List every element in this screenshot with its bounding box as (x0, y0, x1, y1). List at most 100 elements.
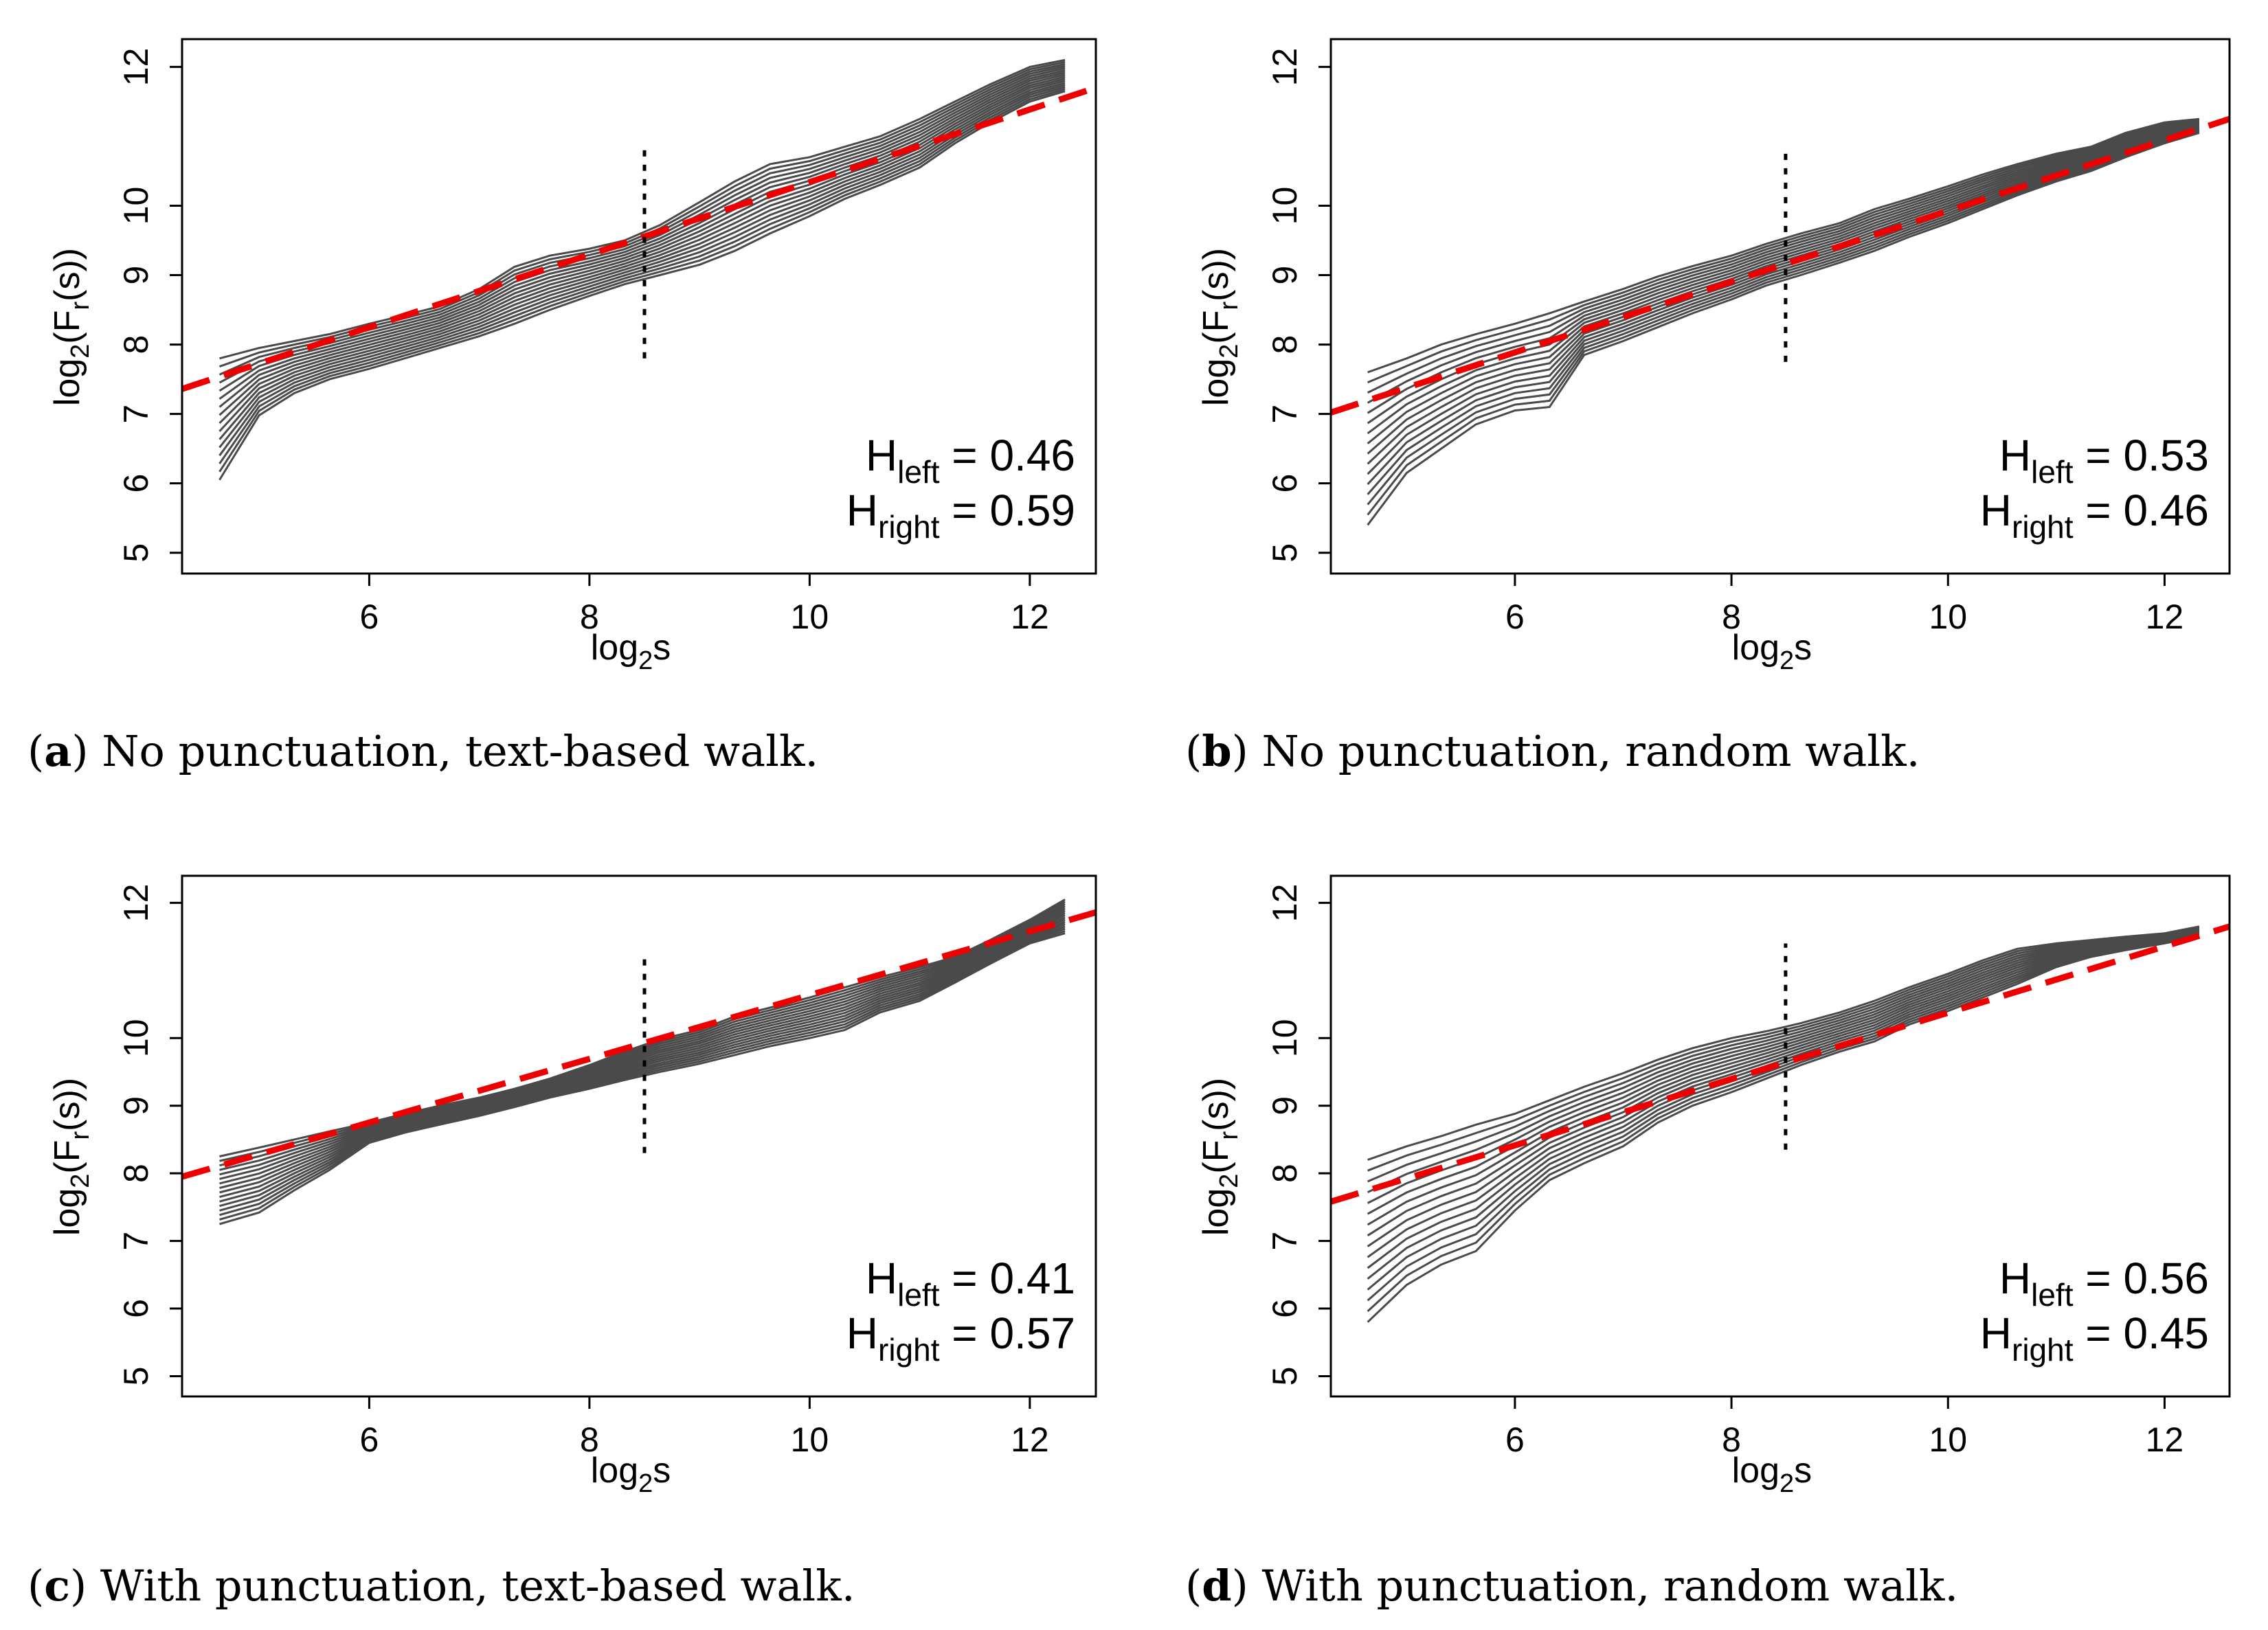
series-curve (218, 86, 1066, 464)
y-axis-label-sub: 2 (66, 1174, 95, 1188)
series-curve (1367, 126, 2200, 465)
y-axis-label-main: log (47, 359, 87, 406)
h-right-symbol: H (1980, 486, 2012, 535)
fit-line (182, 84, 1096, 392)
series-curve (219, 898, 1066, 1157)
x-tick-label: 12 (2146, 598, 2184, 636)
series-curve (1367, 119, 2200, 384)
h-left-symbol: H (866, 431, 897, 480)
fit-line (182, 909, 1096, 1180)
y-axis-label-end: (s)) (1196, 1078, 1236, 1131)
series-curve (1367, 935, 2200, 1313)
series-curve (219, 925, 1066, 1212)
series-curve (219, 927, 1066, 1216)
series-curve (1367, 931, 2200, 1247)
y-axis-label-main: log (1196, 359, 1236, 406)
x-tick-label: 10 (1929, 598, 1967, 636)
series-curve (219, 58, 1066, 360)
panel-caption: (d) With punctuation, random walk. (1185, 1561, 1958, 1611)
series-curve (1367, 124, 2200, 444)
h-right-annotation: Hright = 0.57 (846, 1309, 1075, 1368)
caption-paren-open: ( (27, 726, 44, 776)
caption-paren-open: ( (27, 1561, 44, 1611)
y-axis-label-sub2: r (66, 301, 95, 310)
series-curve (219, 932, 1066, 1225)
series-curve (218, 78, 1066, 432)
plot-frame (1329, 38, 2231, 575)
y-tick-label: 12 (1266, 884, 1304, 922)
h-right-sub: right (2012, 1332, 2074, 1368)
plot-frame (181, 38, 1097, 575)
series-curve (219, 60, 1066, 368)
h-right-annotation: Hright = 0.46 (1980, 486, 2209, 545)
curve-family (1367, 925, 2200, 1323)
series-curve (1367, 933, 2200, 1291)
series-curve (218, 65, 1066, 384)
series-curve (1367, 934, 2200, 1302)
h-right-value: = 0.46 (2074, 486, 2210, 535)
y-tick-label: 12 (117, 48, 155, 87)
series-curve (1367, 117, 2200, 374)
caption-paren-open: ( (1185, 1561, 1202, 1611)
h-right-annotation: Hright = 0.59 (846, 486, 1075, 545)
x-tick-label: 12 (2146, 1420, 2184, 1459)
y-tick-label: 8 (117, 335, 155, 354)
x-tick-label: 6 (1505, 1420, 1525, 1459)
y-axis-label-end: (s)) (47, 248, 87, 302)
x-tick-label: 6 (360, 598, 379, 636)
series-curve (219, 903, 1066, 1167)
y-axis-label-sub: 2 (1215, 1174, 1244, 1188)
caption-paren-close: ) (1232, 726, 1262, 776)
series-curve (1367, 925, 2200, 1161)
series-curve (1367, 927, 2200, 1183)
plot-frame (181, 874, 1097, 1398)
h-left-annotation: Hleft = 0.46 (866, 431, 1075, 490)
h-left-value: = 0.53 (2074, 431, 2210, 480)
caption-label: a (44, 726, 71, 776)
series-curve (1367, 127, 2200, 475)
x-axis-label-sub: 2 (1779, 1469, 1794, 1498)
h-left-annotation: Hleft = 0.56 (1999, 1254, 2209, 1313)
series-curve (219, 914, 1066, 1189)
series-curve (219, 901, 1066, 1162)
x-axis-label-sub: 2 (1779, 646, 1794, 675)
x-tick-label: 10 (1929, 1420, 1967, 1459)
panel-caption: (a) No punctuation, text-based walk. (27, 726, 818, 776)
h-left-value: = 0.41 (940, 1254, 1076, 1303)
caption-text: No punctuation, text-based walk. (102, 726, 818, 776)
x-tick-label: 8 (1722, 598, 1741, 636)
series-curve (219, 905, 1066, 1171)
y-tick-label: 5 (1266, 1367, 1304, 1386)
y-tick-label: 9 (117, 1096, 155, 1116)
series-curve (1367, 928, 2200, 1204)
x-axis-label-sub: 2 (638, 1469, 653, 1498)
h-right-value: = 0.45 (2074, 1309, 2210, 1358)
fit-line (1331, 923, 2230, 1205)
series-curve (218, 84, 1066, 457)
y-axis-label-end: (s)) (47, 1078, 87, 1131)
h-left-symbol: H (1999, 1254, 2031, 1303)
x-axis-label: log2s (591, 1451, 671, 1498)
y-axis-label-sub2: r (66, 1131, 95, 1140)
y-tick-label: 6 (1266, 1299, 1304, 1318)
x-tick-label: 8 (580, 598, 599, 636)
y-axis-label-mid: (F (1196, 310, 1236, 343)
y-tick-label: 6 (117, 474, 155, 493)
y-tick-label: 10 (1266, 1019, 1304, 1057)
h-right-sub: right (878, 509, 940, 545)
caption-paren-close: ) (71, 726, 102, 776)
y-axis-label-mid: (F (47, 310, 87, 343)
h-left-symbol: H (1999, 431, 2031, 480)
y-axis-label-sub: 2 (1215, 344, 1244, 359)
caption-label: b (1202, 726, 1231, 776)
y-tick-label: 7 (1266, 1232, 1304, 1251)
h-left-value: = 0.56 (2074, 1254, 2210, 1303)
y-axis-label-end: (s)) (1196, 248, 1236, 302)
caption-text: With punctuation, text-based walk. (100, 1561, 855, 1611)
h-right-symbol: H (846, 486, 878, 535)
y-tick-label: 9 (117, 266, 155, 285)
curve-family (1367, 117, 2200, 526)
y-tick-label: 8 (117, 1164, 155, 1183)
